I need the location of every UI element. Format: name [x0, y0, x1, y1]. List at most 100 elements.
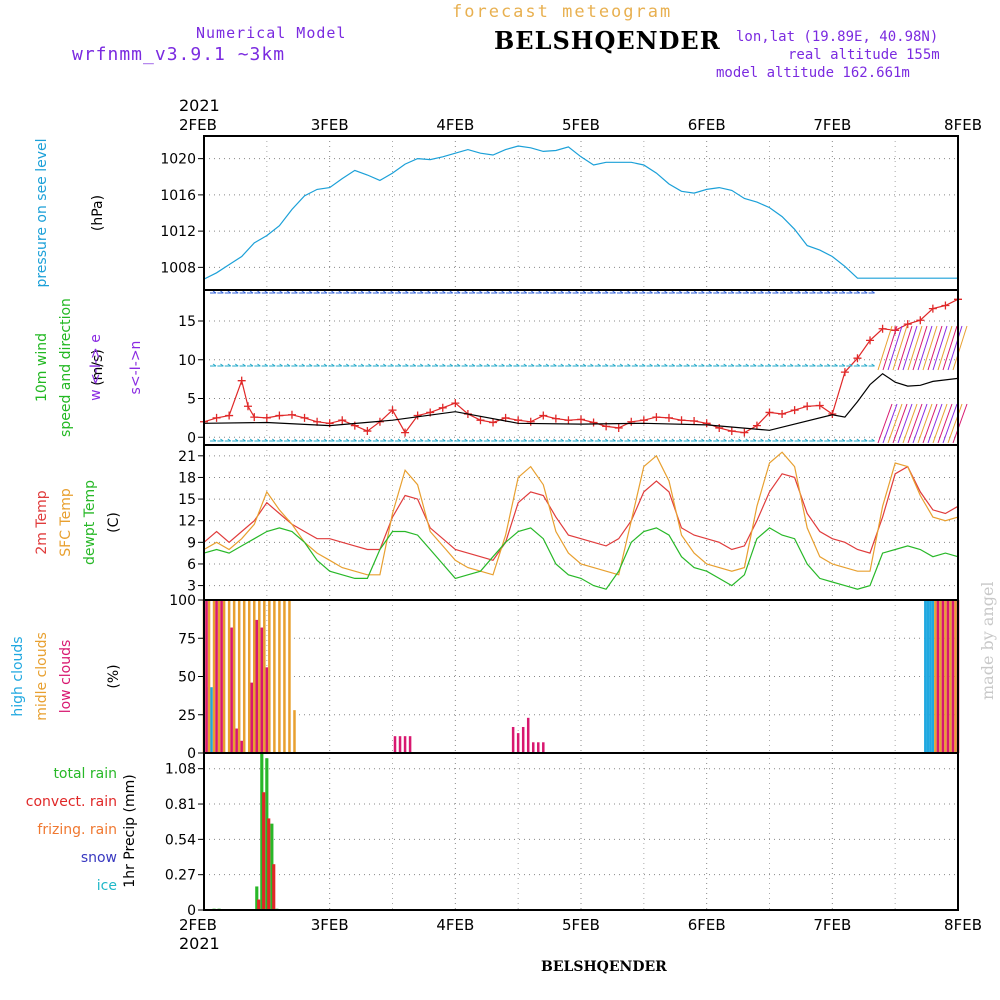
wind-direction-arrow	[609, 290, 616, 294]
wind-speed-marker	[614, 423, 623, 432]
wind-direction-arrow	[520, 290, 528, 294]
y-tick-label: 100	[169, 593, 196, 609]
wind-speed-marker	[551, 414, 560, 423]
wind-speed-marker	[941, 301, 950, 310]
wind-direction-arrow	[846, 290, 853, 294]
wind-direction-arrow	[772, 363, 779, 367]
wind-direction-arrow	[942, 325, 958, 371]
wind-direction-arrow	[402, 438, 409, 442]
wind-direction-arrow	[313, 290, 320, 294]
bar-clouds	[222, 600, 226, 753]
wind-direction-arrow	[232, 290, 239, 294]
y-tick-label: 0	[187, 903, 196, 919]
y-tick-label: 15	[178, 314, 196, 330]
wind-direction-arrow	[794, 363, 801, 367]
wind-direction-arrow	[868, 290, 875, 294]
wind-direction-arrow	[328, 363, 335, 367]
bar-clouds	[255, 619, 259, 753]
wind-direction-arrow	[853, 363, 861, 367]
wind-direction-arrow	[772, 290, 779, 294]
wind-direction-arrow	[506, 290, 513, 294]
panel-label-wind: w <-I-> e	[88, 334, 104, 401]
wind-direction-arrow	[831, 438, 838, 442]
wind-direction-arrow	[454, 438, 461, 442]
wind-speed-marker	[262, 413, 271, 422]
bar-precip	[255, 886, 259, 910]
wind-direction-arrow	[839, 363, 846, 367]
wind-direction-arrow	[646, 438, 653, 442]
wind-direction-arrow	[439, 363, 446, 367]
wind-direction-arrow	[587, 438, 594, 442]
wind-direction-arrow	[824, 290, 831, 294]
wind-direction-arrow	[765, 363, 772, 367]
panel-label-clouds: midle clouds	[34, 632, 50, 721]
series-line-temperature	[203, 465, 959, 561]
wind-direction-arrow	[676, 438, 683, 442]
wind-direction-arrow	[387, 438, 394, 442]
y-tick-label: 5	[187, 392, 196, 408]
wind-direction-arrow	[380, 290, 387, 294]
wind-direction-arrow	[224, 363, 232, 367]
wind-direction-arrow	[446, 363, 454, 367]
wind-direction-arrow	[587, 290, 594, 294]
wind-speed-marker	[740, 428, 749, 437]
wind-direction-arrow	[550, 438, 557, 442]
wind-direction-arrow	[321, 363, 328, 367]
wind-direction-arrow	[291, 438, 298, 442]
bar-clouds	[242, 600, 246, 753]
wind-direction-arrow	[535, 438, 542, 442]
y-tick-label: 75	[178, 631, 196, 647]
wind-direction-arrow	[646, 290, 653, 294]
bar-clouds	[516, 733, 520, 753]
y-tick-label: 18	[178, 470, 196, 486]
bar-clouds	[232, 600, 236, 753]
wind-direction-arrow	[728, 438, 735, 442]
wind-direction-arrow	[892, 325, 908, 371]
precip-legend-label: snow	[81, 850, 117, 866]
wind-direction-arrow	[816, 363, 824, 367]
wind-direction-arrow	[535, 290, 542, 294]
wind-direction-arrow	[557, 290, 565, 294]
bar-clouds	[954, 600, 957, 753]
wind-direction-arrow	[291, 290, 298, 294]
wind-direction-arrow	[543, 363, 550, 367]
wind-direction-arrow	[557, 363, 565, 367]
bar-clouds	[217, 600, 221, 753]
wind-direction-arrow	[661, 363, 668, 367]
wind-direction-arrow	[580, 438, 587, 442]
wind-direction-arrow	[210, 363, 217, 367]
wind-speed-marker	[715, 423, 724, 432]
wind-direction-arrow	[624, 438, 631, 442]
wind-direction-arrow	[882, 325, 898, 371]
wind-direction-arrow	[816, 290, 824, 294]
wind-direction-arrow	[402, 290, 409, 294]
wind-direction-arrow	[580, 363, 587, 367]
x-tick-label-top: 5FEB	[562, 116, 600, 134]
wind-direction-arrow	[902, 325, 918, 371]
wind-direction-arrow	[952, 403, 968, 444]
wind-direction-arrow	[683, 438, 690, 442]
wind-speed-marker	[702, 419, 711, 428]
wind-direction-arrow	[506, 363, 513, 367]
y-tick-label: 25	[178, 708, 196, 724]
wind-direction-arrow	[513, 438, 520, 442]
wind-direction-arrow	[395, 438, 402, 442]
wind-speed-marker	[564, 416, 573, 425]
wind-direction-arrow	[861, 290, 868, 294]
bar-clouds	[403, 736, 407, 753]
wind-direction-arrow	[602, 290, 609, 294]
wind-direction-arrow	[765, 438, 772, 442]
x-tick-label-top: 7FEB	[813, 116, 851, 134]
wind-direction-arrow	[907, 403, 923, 444]
wind-direction-arrow	[350, 438, 357, 442]
wind-direction-arrow	[917, 325, 933, 371]
wind-direction-arrow	[380, 438, 387, 442]
wind-direction-arrow	[897, 403, 913, 444]
bar-clouds	[250, 682, 254, 753]
wind-direction-arrow	[932, 325, 948, 371]
wind-direction-arrow	[284, 290, 291, 294]
bar-clouds	[946, 600, 950, 753]
wind-direction-arrow	[469, 363, 476, 367]
wind-speed-marker	[878, 324, 887, 333]
wind-direction-arrow	[550, 363, 557, 367]
